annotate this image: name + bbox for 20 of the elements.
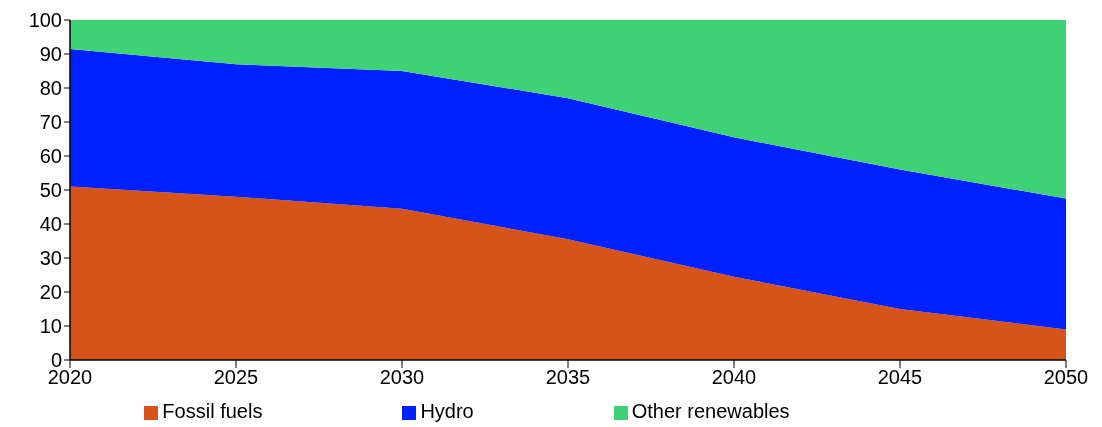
x-tick-label: 2035 [545, 366, 591, 389]
y-tick-label: 80 [39, 77, 62, 100]
y-tick-label: 50 [39, 179, 62, 202]
legend-label: Fossil fuels [162, 400, 263, 422]
legend-label: Other renewables [631, 400, 790, 422]
x-tick-label: 2030 [379, 366, 425, 389]
y-tick-label: 20 [39, 281, 62, 304]
x-tick-label: 2020 [47, 366, 93, 389]
y-tick-label: 30 [39, 247, 62, 270]
x-tick-label: 2025 [213, 366, 259, 389]
y-tick-label: 100 [28, 9, 62, 32]
y-tick-label: 70 [39, 111, 62, 134]
x-tick-label: 2045 [877, 366, 923, 389]
x-tick-label: 2050 [1043, 366, 1089, 389]
y-tick-label: 60 [39, 145, 62, 168]
y-tick-label: 40 [39, 213, 62, 236]
x-tick-label: 2040 [711, 366, 757, 389]
y-tick-label: 90 [39, 43, 62, 66]
legend-label: Hydro [420, 400, 474, 422]
y-tick-label: 10 [39, 315, 62, 338]
